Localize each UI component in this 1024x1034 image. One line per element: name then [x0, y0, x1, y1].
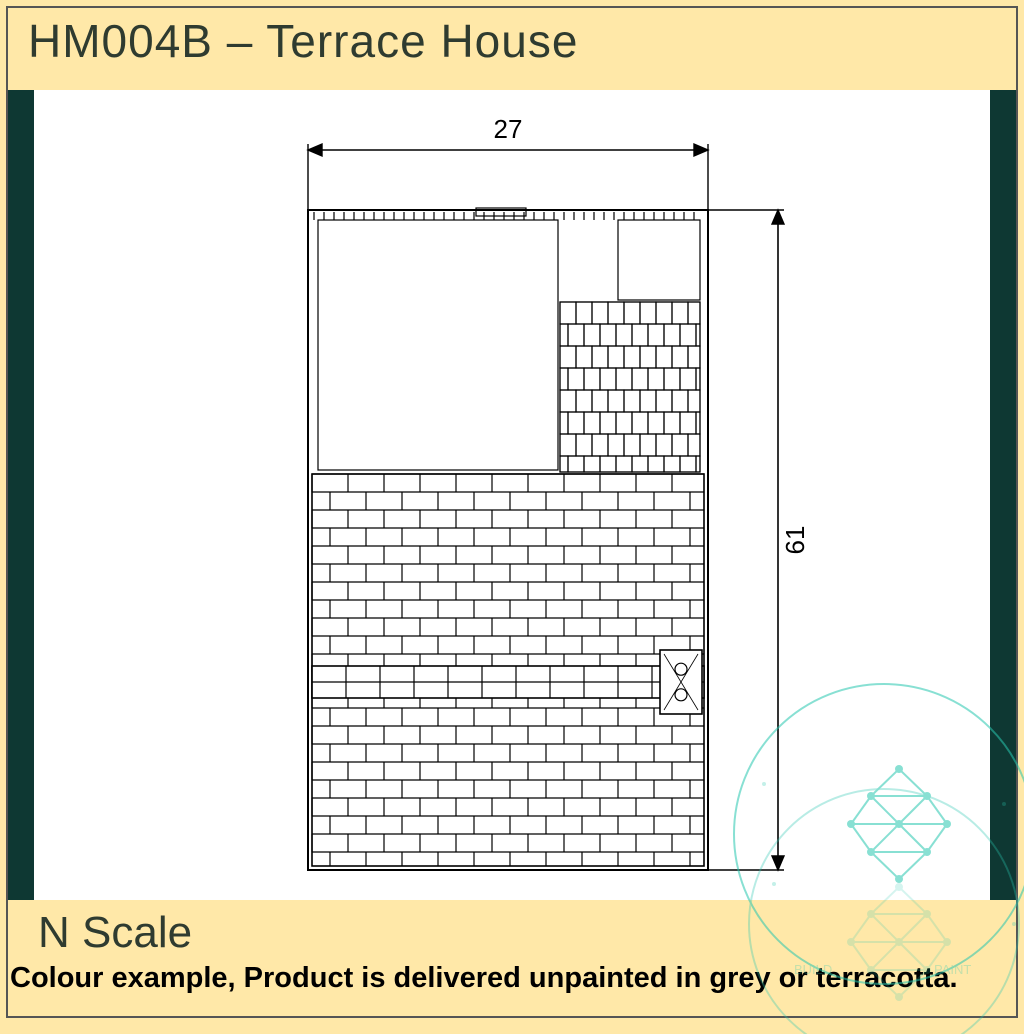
svg-text:BUILD: BUILD [794, 962, 832, 977]
svg-text:61: 61 [780, 526, 810, 555]
svg-text:27: 27 [494, 114, 523, 144]
scale-label: N Scale [38, 908, 192, 958]
page-title: HM004B – Terrace House [28, 14, 578, 68]
svg-text:PAINT: PAINT [934, 962, 971, 977]
watermark-logo: BUILD PAINT [704, 674, 1024, 1034]
